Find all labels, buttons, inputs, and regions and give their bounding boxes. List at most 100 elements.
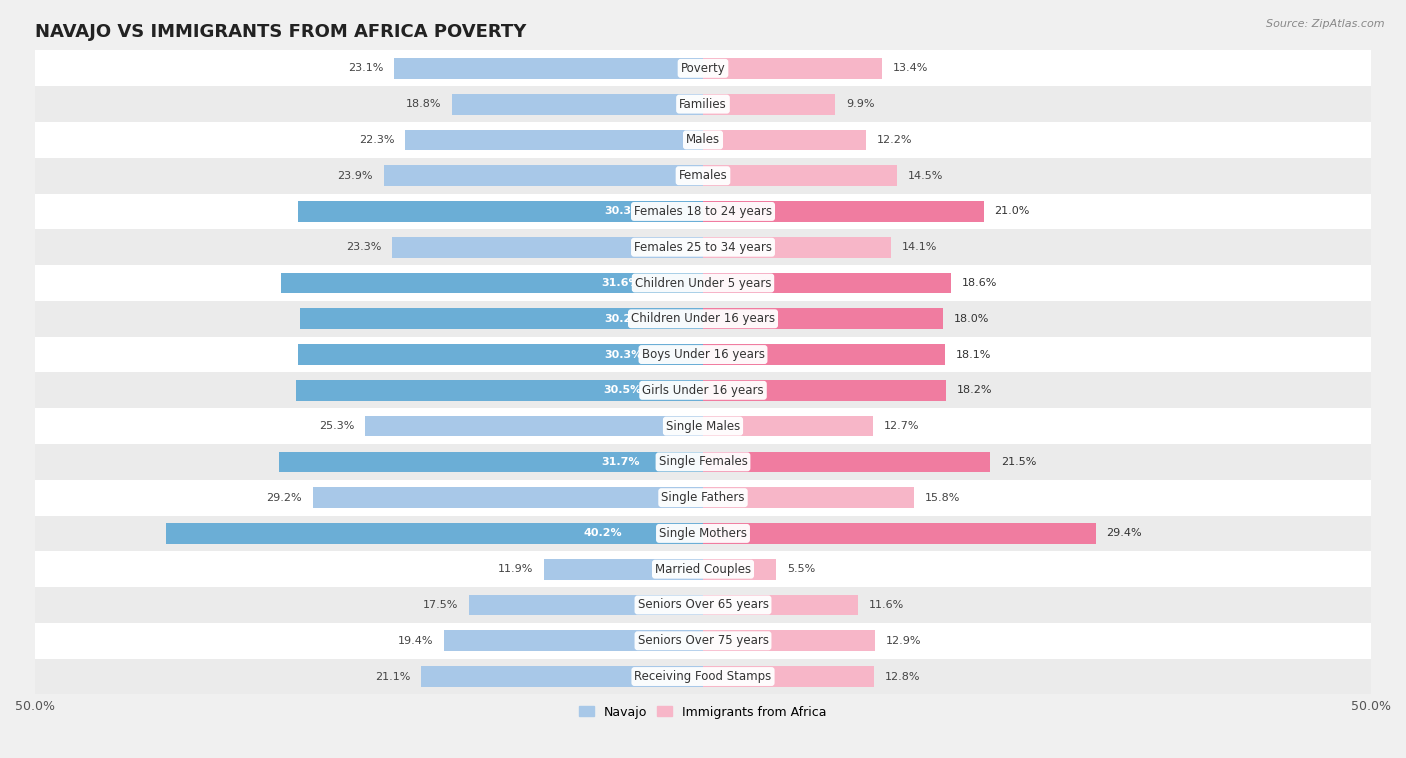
Text: Children Under 16 years: Children Under 16 years <box>631 312 775 325</box>
Bar <box>35 158 1371 193</box>
Bar <box>703 58 882 79</box>
Bar <box>703 344 945 365</box>
Text: 23.3%: 23.3% <box>346 243 381 252</box>
Bar <box>366 415 703 437</box>
Bar <box>298 344 703 365</box>
Bar <box>35 301 1371 337</box>
Bar <box>35 51 1371 86</box>
Text: 11.6%: 11.6% <box>869 600 904 610</box>
Text: 25.3%: 25.3% <box>319 421 354 431</box>
Text: Girls Under 16 years: Girls Under 16 years <box>643 384 763 397</box>
Text: Receiving Food Stamps: Receiving Food Stamps <box>634 670 772 683</box>
Text: Single Mothers: Single Mothers <box>659 527 747 540</box>
Bar <box>35 372 1371 409</box>
Bar <box>35 230 1371 265</box>
Text: 21.5%: 21.5% <box>1001 457 1036 467</box>
Bar <box>703 666 875 687</box>
Text: Single Fathers: Single Fathers <box>661 491 745 504</box>
Text: 21.0%: 21.0% <box>994 206 1029 217</box>
Text: 12.8%: 12.8% <box>884 672 920 681</box>
Text: Females: Females <box>679 169 727 182</box>
Text: 29.4%: 29.4% <box>1107 528 1142 538</box>
Text: 40.2%: 40.2% <box>583 528 623 538</box>
Text: Females 18 to 24 years: Females 18 to 24 years <box>634 205 772 218</box>
Bar <box>703 236 891 258</box>
Bar <box>703 631 876 651</box>
Text: 12.9%: 12.9% <box>886 636 921 646</box>
Bar <box>295 380 703 401</box>
Bar <box>35 551 1371 587</box>
Bar <box>405 130 703 150</box>
Text: Source: ZipAtlas.com: Source: ZipAtlas.com <box>1267 19 1385 29</box>
Bar <box>35 659 1371 694</box>
Bar <box>703 309 943 329</box>
Text: Seniors Over 75 years: Seniors Over 75 years <box>637 634 769 647</box>
Bar <box>703 487 914 508</box>
Text: 21.1%: 21.1% <box>375 672 411 681</box>
Text: 9.9%: 9.9% <box>846 99 875 109</box>
Bar <box>35 409 1371 444</box>
Bar <box>703 523 1095 543</box>
Bar <box>703 594 858 615</box>
Text: Seniors Over 65 years: Seniors Over 65 years <box>637 599 769 612</box>
Bar <box>392 236 703 258</box>
Bar <box>384 165 703 186</box>
Text: 29.2%: 29.2% <box>267 493 302 503</box>
Text: 11.9%: 11.9% <box>498 564 533 575</box>
Text: NAVAJO VS IMMIGRANTS FROM AFRICA POVERTY: NAVAJO VS IMMIGRANTS FROM AFRICA POVERTY <box>35 23 526 41</box>
Bar <box>35 265 1371 301</box>
Text: 15.8%: 15.8% <box>925 493 960 503</box>
Text: 13.4%: 13.4% <box>893 64 928 74</box>
Bar <box>298 201 703 222</box>
Text: 18.1%: 18.1% <box>956 349 991 359</box>
Bar <box>703 201 984 222</box>
Text: 23.9%: 23.9% <box>337 171 373 180</box>
Text: Single Females: Single Females <box>658 456 748 468</box>
Text: 18.2%: 18.2% <box>957 385 993 396</box>
Bar <box>35 515 1371 551</box>
Text: 12.7%: 12.7% <box>883 421 920 431</box>
Bar <box>703 165 897 186</box>
Bar <box>703 452 990 472</box>
Text: 30.2%: 30.2% <box>605 314 643 324</box>
Text: Poverty: Poverty <box>681 62 725 75</box>
Bar <box>703 130 866 150</box>
Bar <box>703 415 873 437</box>
Bar <box>703 559 776 580</box>
Bar <box>35 122 1371 158</box>
Bar <box>422 666 703 687</box>
Text: 31.7%: 31.7% <box>600 457 640 467</box>
Text: 23.1%: 23.1% <box>349 64 384 74</box>
Bar <box>281 273 703 293</box>
Text: 14.1%: 14.1% <box>903 243 938 252</box>
Bar <box>470 594 703 615</box>
Text: 19.4%: 19.4% <box>398 636 433 646</box>
Bar <box>280 452 703 472</box>
Bar <box>444 631 703 651</box>
Bar <box>35 86 1371 122</box>
Bar <box>166 523 703 543</box>
Text: Single Males: Single Males <box>666 420 740 433</box>
Text: 30.5%: 30.5% <box>603 385 643 396</box>
Bar <box>35 623 1371 659</box>
Bar <box>35 337 1371 372</box>
Bar <box>544 559 703 580</box>
Bar <box>703 94 835 114</box>
Bar <box>314 487 703 508</box>
Bar <box>35 480 1371 515</box>
Text: 18.6%: 18.6% <box>962 278 998 288</box>
Text: Married Couples: Married Couples <box>655 562 751 575</box>
Text: Children Under 5 years: Children Under 5 years <box>634 277 772 290</box>
Legend: Navajo, Immigrants from Africa: Navajo, Immigrants from Africa <box>574 700 832 724</box>
Text: 18.8%: 18.8% <box>406 99 441 109</box>
Text: 30.3%: 30.3% <box>605 349 643 359</box>
Bar <box>35 444 1371 480</box>
Text: Females 25 to 34 years: Females 25 to 34 years <box>634 241 772 254</box>
Text: 12.2%: 12.2% <box>877 135 912 145</box>
Text: 30.3%: 30.3% <box>605 206 643 217</box>
Text: 31.6%: 31.6% <box>600 278 640 288</box>
Bar <box>35 193 1371 230</box>
Text: 18.0%: 18.0% <box>955 314 990 324</box>
Text: 17.5%: 17.5% <box>423 600 458 610</box>
Text: 5.5%: 5.5% <box>787 564 815 575</box>
